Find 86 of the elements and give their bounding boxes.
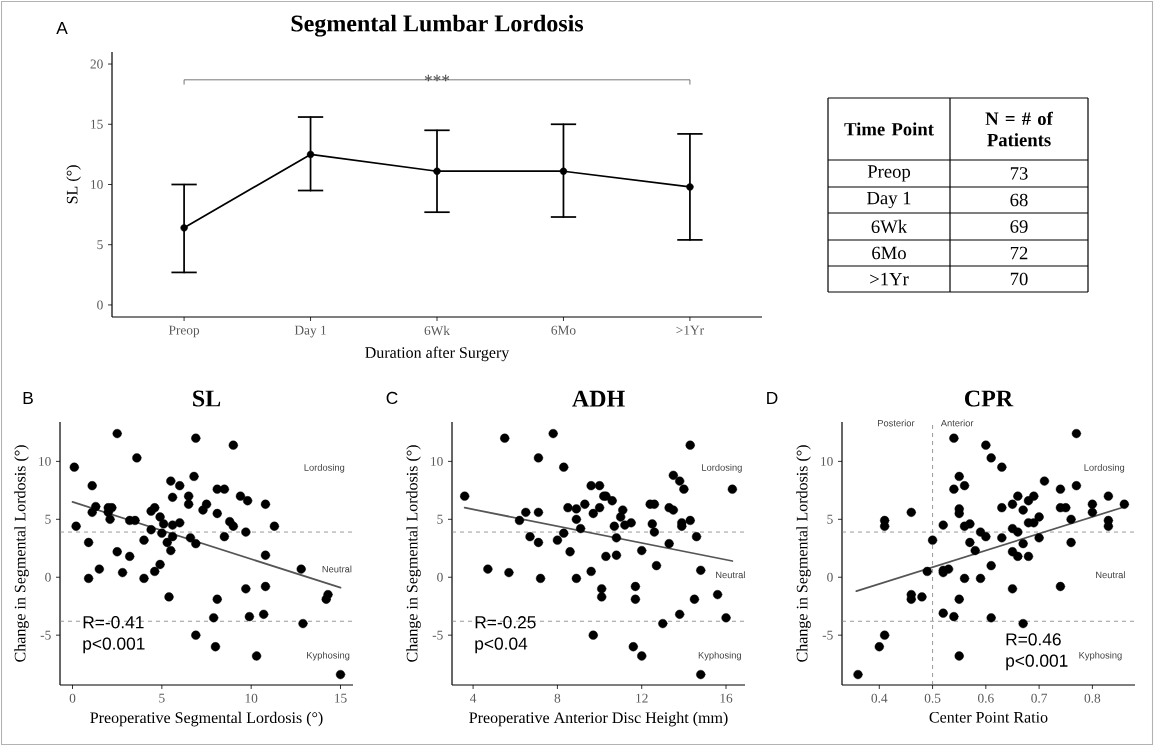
- point: [180, 224, 188, 232]
- category-label: Day 1: [867, 191, 911, 209]
- data-label: 68: [1010, 193, 1028, 207]
- x-tick-label: 16: [720, 693, 733, 703]
- x-tick-label: 4: [470, 693, 477, 703]
- x-axis-title: Center Point Ratio: [929, 711, 1048, 723]
- x-tick-label: 0.8: [1084, 693, 1101, 703]
- x-tick-label: 15: [335, 693, 347, 703]
- text: B: [23, 392, 33, 404]
- category-label: 6Wk: [871, 219, 908, 234]
- point: [559, 167, 568, 175]
- y-tick-label: 10: [431, 456, 443, 466]
- x-tick-label: 10: [245, 693, 258, 703]
- y-tick-label: 5: [437, 514, 443, 524]
- annotation: Kyphosing: [307, 651, 350, 661]
- text: A: [56, 22, 68, 34]
- x-tick-label: 0: [69, 693, 76, 703]
- annotation: Neutral: [1096, 571, 1125, 579]
- y-tick-label: 5: [45, 514, 51, 524]
- y-axis-title: SL (°): [66, 165, 81, 204]
- annotation: p<0.001: [83, 637, 145, 654]
- x-tick-label: 0.5: [924, 693, 941, 703]
- x-tick-label: 0.7: [1031, 693, 1048, 703]
- annotation: R=-0.41: [83, 616, 144, 629]
- point: [306, 150, 315, 159]
- x-axis-title: Duration after Surgery: [365, 346, 510, 362]
- y-axis-title: Change in Segmental Lordosis (°): [796, 445, 811, 662]
- annotation: R=-0.25: [475, 616, 536, 629]
- annotation: R=0.46: [1006, 633, 1061, 646]
- x-tick-label: 0.4: [871, 693, 888, 703]
- data-label: 70: [1010, 272, 1028, 286]
- x-axis-title: Preoperative Anterior Disc Height (mm): [469, 711, 728, 727]
- data-label: 73: [1010, 167, 1028, 180]
- annotation: p<0.04: [475, 637, 528, 654]
- annotation: Posterior: [878, 419, 915, 427]
- y-axis-title: Change in Segmental Lordosis (°): [14, 445, 29, 662]
- annotation: Kyphosing: [698, 651, 741, 661]
- y-tick-label: 5: [97, 240, 103, 250]
- x-tick-label: 12: [636, 693, 648, 703]
- chart-title: ADH: [572, 390, 625, 407]
- annotation: Anterior: [940, 419, 974, 427]
- point: [686, 183, 694, 191]
- y-tick-label: 0: [827, 572, 833, 582]
- y-tick-label: 0: [97, 300, 103, 310]
- x-tick-label: 8: [554, 693, 561, 703]
- x-tick-label: 5: [159, 693, 165, 703]
- data-label: 69: [1010, 220, 1028, 233]
- x-tick-label: 6Wk: [424, 325, 450, 336]
- annotation: Neutral: [716, 571, 745, 579]
- text: D: [767, 392, 778, 404]
- data-label: 72: [1010, 246, 1028, 260]
- chart-title: Segmental Lumbar Lordosis: [291, 14, 584, 37]
- annotation: Lordosing: [304, 463, 345, 473]
- annotation: Lordosing: [1084, 463, 1125, 473]
- y-tick-label: 10: [821, 456, 833, 466]
- point: [433, 167, 441, 175]
- annotation: Neutral: [322, 565, 352, 573]
- y-tick-label: 10: [91, 180, 103, 189]
- x-tick-label: 6Mo: [551, 325, 576, 335]
- y-tick-label: 5: [827, 514, 833, 524]
- x-tick-label: Day 1: [294, 325, 326, 338]
- annotation: Kyphosing: [1079, 651, 1122, 661]
- y-tick-label: 0: [45, 572, 51, 582]
- category-label: Preop: [867, 165, 911, 182]
- y-tick-label: -5: [40, 630, 51, 640]
- annotation: Lordosing: [702, 463, 742, 473]
- y-tick-label: -5: [432, 630, 443, 640]
- annotation: ***: [424, 74, 450, 82]
- x-tick-label: Preop: [168, 325, 200, 338]
- y-tick-label: -5: [822, 630, 833, 640]
- chart-title: SL: [193, 390, 221, 407]
- category-label: >1Yr: [870, 272, 909, 286]
- category-label: 6Mo: [872, 246, 906, 260]
- x-tick-label: 0.6: [978, 693, 994, 703]
- text: C: [386, 391, 398, 405]
- x-axis-title: Preoperative Segmental Lordosis (°): [90, 711, 323, 727]
- y-tick-label: 20: [90, 59, 103, 69]
- x-tick-label: >1Yr: [676, 325, 704, 335]
- y-tick-label: 0: [437, 572, 443, 582]
- chart-title: CPR: [965, 390, 1014, 407]
- text: Time Point: [844, 122, 934, 136]
- annotation: p<0.001: [1006, 654, 1068, 671]
- y-axis-title: Change in Segmental Lordosis (°): [406, 445, 421, 662]
- y-tick-label: 15: [91, 119, 103, 129]
- text: N = # of Patients: [985, 111, 1053, 147]
- y-tick-label: 10: [39, 456, 51, 466]
